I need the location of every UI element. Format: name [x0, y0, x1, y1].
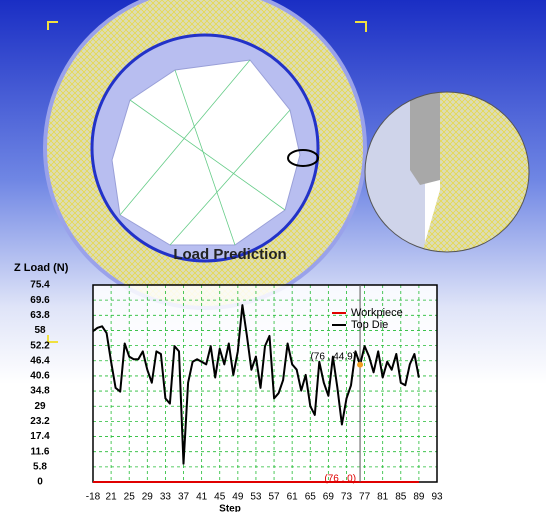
x-tick-label: 65 [305, 492, 317, 503]
x-tick-label: 49 [232, 492, 244, 503]
y-tick-label: 52.2 [30, 340, 50, 351]
x-tick-label: 61 [287, 492, 299, 503]
y-tick-label: 75.4 [30, 280, 50, 291]
x-tick-label: 53 [250, 492, 262, 503]
y-tick-label: 40.6 [30, 371, 50, 382]
x-tick-label: 21 [106, 492, 118, 503]
y-tick-label: 63.8 [30, 310, 50, 321]
x-tick-label: 45 [214, 492, 226, 503]
screen: Load Prediction Z Load (N) Step 0 5.8 11.6… [0, 0, 546, 512]
y-tick-label: 34.8 [30, 386, 50, 397]
y-axis-label: Z Load (N) [14, 262, 69, 274]
y-tick-label: 17.4 [30, 431, 50, 442]
x-tick-label: 81 [377, 492, 389, 503]
y-tick-label: 29 [34, 401, 46, 412]
annotation: (76 , 0) [324, 474, 356, 485]
cursor-marker [357, 362, 363, 368]
y-tick-label: 46.4 [30, 355, 50, 366]
y-tick-label: 11.6 [31, 446, 50, 457]
x-tick-label: 41 [196, 492, 208, 503]
x-tick-label: 77 [359, 492, 371, 503]
x-tick-label: 33 [160, 492, 172, 503]
x-tick-label: -18 [86, 492, 101, 503]
legend-label: Top Die [351, 319, 388, 331]
y-tick-label: 5.8 [33, 461, 47, 472]
y-tick-label: 69.6 [30, 295, 50, 306]
x-tick-label: 93 [431, 492, 443, 503]
x-tick-label: 89 [413, 492, 425, 503]
x-tick-label: 25 [124, 492, 136, 503]
x-tick-label: 37 [178, 492, 190, 503]
annotation: (76 , 44.9) [310, 351, 356, 362]
x-tick-label: 69 [323, 492, 335, 503]
x-tick-label: 57 [268, 492, 280, 503]
x-tick-label: 73 [341, 492, 353, 503]
x-tick-label: 85 [395, 492, 407, 503]
y-tick-label: 23.2 [30, 416, 50, 427]
y-tick-label: 58 [34, 325, 46, 336]
y-tick-label: 0 [37, 477, 43, 488]
chart-title: Load Prediction [173, 246, 286, 263]
legend-label: Workpiece [351, 307, 403, 319]
x-axis-label: Step [219, 504, 241, 512]
x-tick-label: 29 [142, 492, 154, 503]
